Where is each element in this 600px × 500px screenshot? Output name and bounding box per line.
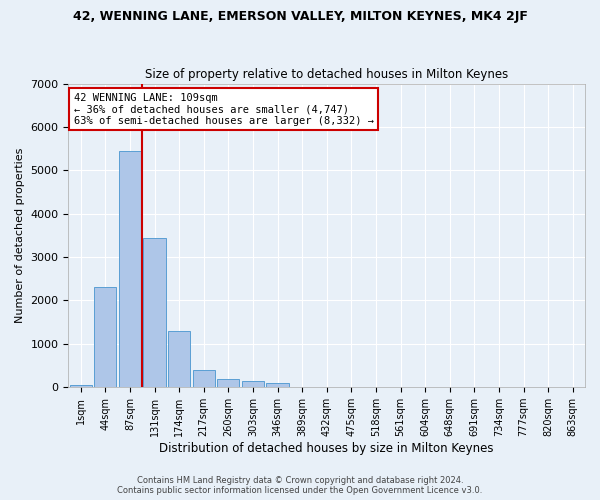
- Bar: [119, 151, 141, 387]
- Bar: [193, 370, 215, 387]
- Bar: [242, 380, 264, 387]
- Bar: [217, 378, 239, 387]
- Text: 42, WENNING LANE, EMERSON VALLEY, MILTON KEYNES, MK4 2JF: 42, WENNING LANE, EMERSON VALLEY, MILTON…: [73, 10, 527, 23]
- Bar: [266, 383, 289, 387]
- Bar: [143, 238, 166, 387]
- Y-axis label: Number of detached properties: Number of detached properties: [15, 148, 25, 323]
- X-axis label: Distribution of detached houses by size in Milton Keynes: Distribution of detached houses by size …: [160, 442, 494, 455]
- Text: Contains HM Land Registry data © Crown copyright and database right 2024.
Contai: Contains HM Land Registry data © Crown c…: [118, 476, 482, 495]
- Bar: [70, 385, 92, 387]
- Bar: [168, 331, 190, 387]
- Bar: [94, 288, 116, 387]
- Title: Size of property relative to detached houses in Milton Keynes: Size of property relative to detached ho…: [145, 68, 508, 81]
- Text: 42 WENNING LANE: 109sqm
← 36% of detached houses are smaller (4,747)
63% of semi: 42 WENNING LANE: 109sqm ← 36% of detache…: [74, 92, 374, 126]
